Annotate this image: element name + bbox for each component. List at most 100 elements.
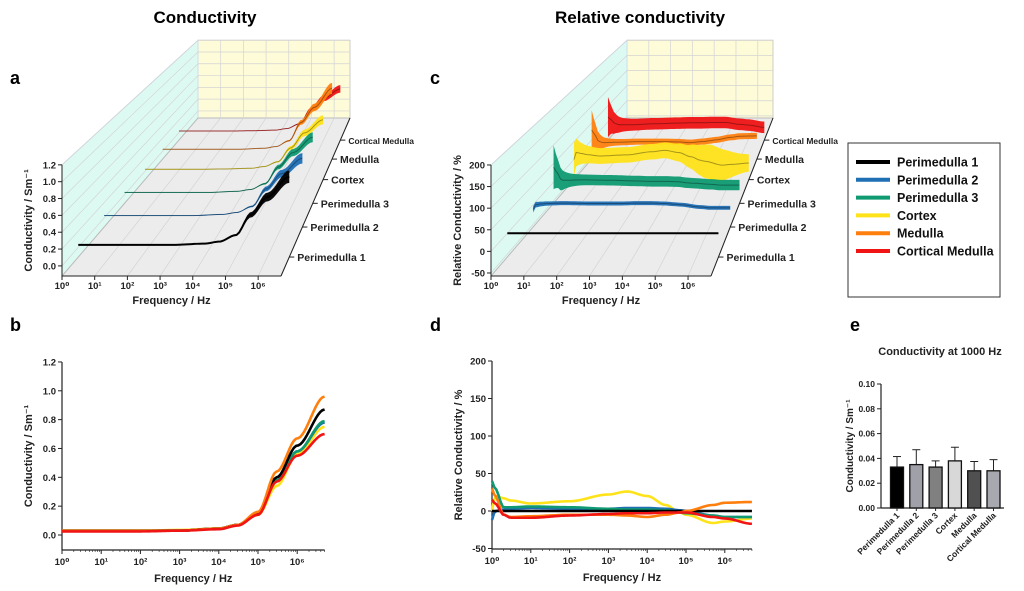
- legend-box: [847, 142, 1001, 298]
- gridline: [490, 100, 773, 252]
- legend-item: Cortex: [856, 209, 937, 223]
- bar-perimedulla-3: [928, 466, 943, 509]
- y-tick-label: 0.8: [43, 415, 56, 426]
- x-tick-label: 10⁵: [678, 556, 693, 567]
- y-tick-label: 0.10: [858, 379, 875, 389]
- legend-label: Cortex: [897, 209, 937, 223]
- x-tick-label: 10⁴: [640, 556, 656, 567]
- gridline: [61, 110, 350, 267]
- x-axis-title: Frequency / Hz: [583, 572, 662, 584]
- y-tick-label: -50: [472, 544, 486, 555]
- legend-item: Perimedulla 3: [856, 191, 978, 205]
- y-tick-label: 0.6: [43, 444, 56, 455]
- series-line-perimedulla-2: [532, 202, 731, 210]
- gridline: [61, 51, 350, 182]
- x-tick-label: 10⁵: [218, 281, 233, 292]
- x-tick-label: 10¹: [517, 281, 531, 292]
- error-band-perimedulla-2: [533, 201, 731, 213]
- gridline: [490, 39, 773, 166]
- y-tick-label: 0.06: [858, 429, 875, 439]
- series-line-perimedulla-3: [490, 480, 752, 519]
- series-line-perimedulla-1: [78, 175, 290, 246]
- y-tick-label: 1.2: [43, 357, 56, 368]
- bar-medulla: [967, 470, 982, 509]
- series-line-perimedulla-3: [124, 136, 313, 193]
- error-band-cortical-medulla: [607, 96, 765, 138]
- x-tick-label: 10⁴: [185, 281, 201, 292]
- panel-a: 10⁰ 10¹ 10² 10³ 10⁴ 10⁵ 10⁶ 0.0 0.2 0.4 0.6 0.8 1.0 1…: [23, 39, 414, 307]
- y-tick-label: 150: [469, 182, 485, 193]
- y-tick-label: 0.8: [43, 194, 56, 205]
- gridline: [490, 70, 773, 209]
- series-line-perimedulla-2: [104, 157, 303, 217]
- x-tick-label: 10⁰: [484, 281, 499, 292]
- y-tick-label: 0: [481, 507, 486, 518]
- gridline: [61, 63, 350, 199]
- legend-item: Perimedulla 1: [856, 156, 978, 170]
- series-line-cortical-medulla: [62, 432, 325, 533]
- panel-e: Conductivity at 1000 Hz 0.00 0.02 0.04 0.06 0…: [845, 346, 1004, 564]
- depth-axis: [280, 117, 351, 277]
- depth-label: Cortical Medulla: [348, 136, 414, 146]
- depth-label: Perimedulla 1: [726, 252, 794, 264]
- x-tick-label: 10²: [121, 281, 135, 292]
- panel-label-b: b: [10, 315, 21, 335]
- error-band-medulla: [591, 110, 757, 150]
- gridline: [61, 39, 350, 166]
- y-tick-label: 0.0: [43, 261, 56, 272]
- depth-label: Perimedulla 2: [310, 222, 378, 234]
- gridline: [257, 40, 335, 277]
- x-tick-label: 10⁰: [55, 557, 70, 568]
- gridline: [61, 98, 350, 250]
- legend-label: Perimedulla 1: [897, 156, 978, 170]
- y-axis-title: Relative Conductivity / %: [452, 155, 464, 286]
- panel-d: 10⁰ 10¹ 10² 10³ 10⁴ 10⁵ 10⁶ -50 0 50 100 150 200 Freq…: [453, 357, 753, 584]
- series-line-medulla: [591, 129, 757, 144]
- gridline: [61, 87, 350, 233]
- x-tick-label: 10⁵: [250, 557, 265, 568]
- legend-item: Cortical Medulla: [856, 245, 995, 259]
- y-tick-label: 0.04: [858, 453, 875, 463]
- gridline: [192, 40, 290, 277]
- y-tick-label: 1.2: [43, 160, 56, 171]
- panel-label-c: c: [430, 68, 440, 88]
- y-tick-label: 0.0: [43, 531, 56, 542]
- y-tick-label: 150: [470, 394, 486, 405]
- x-tick-label: 10⁴: [615, 281, 631, 292]
- depth-label: Perimedulla 3: [321, 198, 389, 210]
- gridline: [490, 85, 773, 231]
- x-tick-label: 10⁶: [251, 281, 266, 292]
- depth-axis: [710, 117, 774, 277]
- depth-label: Perimedulla 2: [738, 222, 806, 234]
- depth-label: Cortical Medulla: [772, 136, 838, 146]
- title-relative-conductivity: Relative conductivity: [555, 8, 726, 27]
- series-line-medulla: [162, 87, 333, 150]
- series-line-cortical-medulla: [607, 116, 765, 128]
- depth-label: Medulla: [765, 154, 804, 166]
- y-tick-label: 0.4: [43, 228, 57, 239]
- panel-label-d: d: [430, 315, 441, 335]
- x-tick-label: 10²: [550, 281, 564, 292]
- title-conductivity: Conductivity: [154, 8, 257, 27]
- y-axis-title: Conductivity / Sm⁻¹: [23, 404, 35, 507]
- series-line-cortex: [573, 149, 749, 166]
- x-tick-label: 10¹: [524, 556, 538, 567]
- x-tick-label: 10⁶: [290, 557, 305, 568]
- gridline: [159, 40, 267, 277]
- gridline: [127, 40, 244, 277]
- depth-label: Perimedulla 3: [748, 198, 816, 210]
- x-tick-label: 10⁰: [55, 281, 70, 292]
- series-line-perimedulla-3: [553, 166, 740, 186]
- x-tick-label: 10¹: [88, 281, 102, 292]
- y-tick-label: 50: [474, 225, 485, 236]
- gridline: [523, 40, 650, 277]
- gridline: [225, 40, 312, 277]
- y-tick-label: 100: [470, 432, 486, 443]
- y-tick-label: 50: [475, 469, 486, 480]
- y-tick-label: 0.08: [858, 404, 875, 414]
- y-tick-label: 0.02: [858, 478, 875, 488]
- depth-label: Cortex: [757, 175, 790, 187]
- gridline: [61, 75, 350, 216]
- x-tick-label: 10⁴: [211, 557, 227, 568]
- series-line-cortical-medulla: [490, 498, 752, 526]
